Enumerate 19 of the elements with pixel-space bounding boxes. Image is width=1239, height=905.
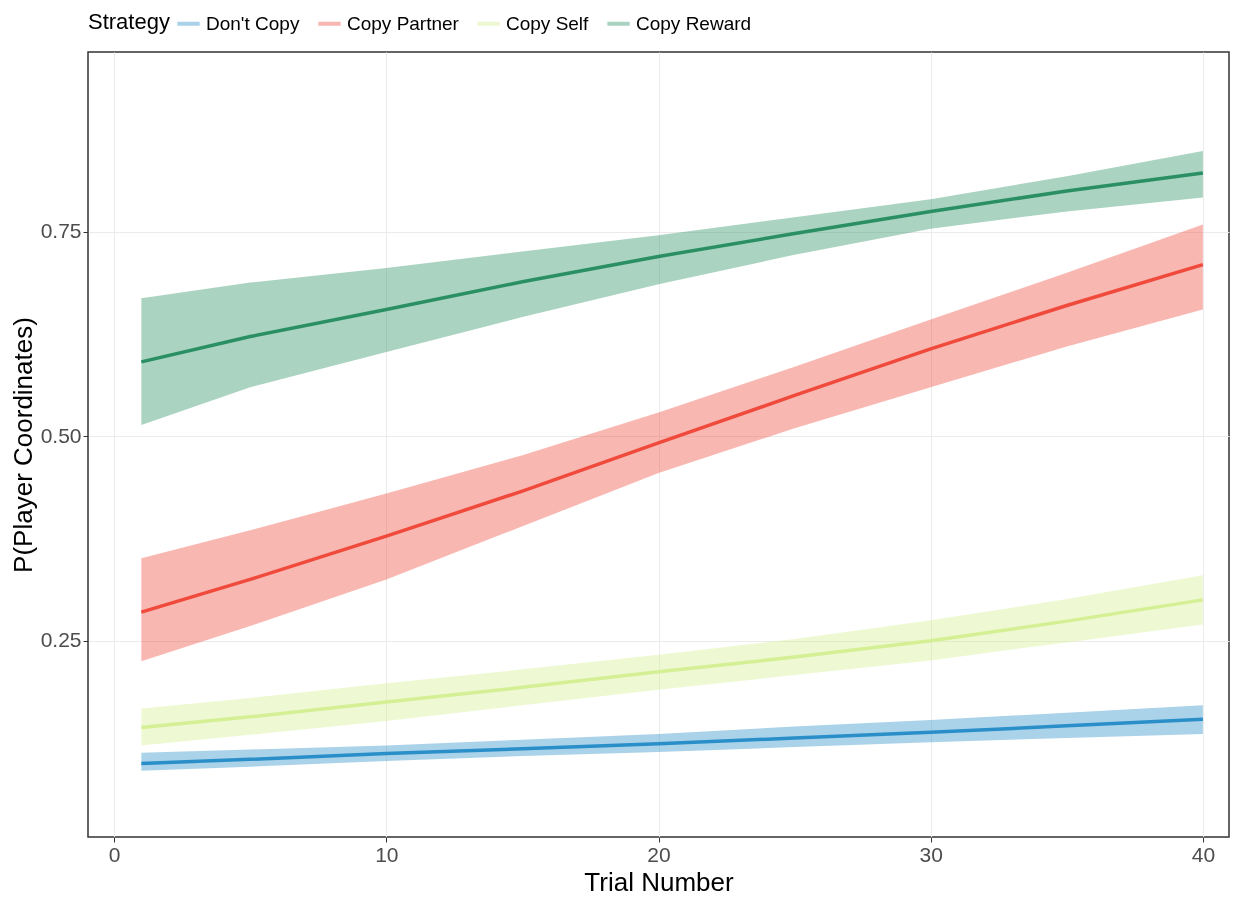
- y-tick-label: 0.25: [40, 628, 82, 652]
- legend-label: Don't Copy: [206, 12, 300, 34]
- legend-label: Copy Reward: [636, 12, 752, 34]
- legend-label: Copy Partner: [347, 12, 460, 34]
- line-series: [139, 717, 1205, 766]
- x-tick-label: 0: [108, 842, 121, 866]
- y-tick-label: 0.50: [40, 423, 82, 447]
- line-series: [139, 171, 1205, 364]
- x-tick-label: 20: [647, 842, 671, 866]
- line-series: [139, 598, 1205, 730]
- legend-title: Strategy: [88, 9, 170, 34]
- x-tick-label: 10: [375, 842, 399, 866]
- y-axis-title: P(Player Coordinates): [7, 317, 38, 573]
- legend-label: Copy Self: [506, 12, 590, 34]
- line-series: [139, 262, 1205, 614]
- x-axis-title: Trial Number: [584, 866, 734, 897]
- x-tick-label: 30: [919, 842, 943, 866]
- x-tick-label: 40: [1191, 842, 1216, 866]
- y-tick-label: 0.75: [40, 219, 82, 243]
